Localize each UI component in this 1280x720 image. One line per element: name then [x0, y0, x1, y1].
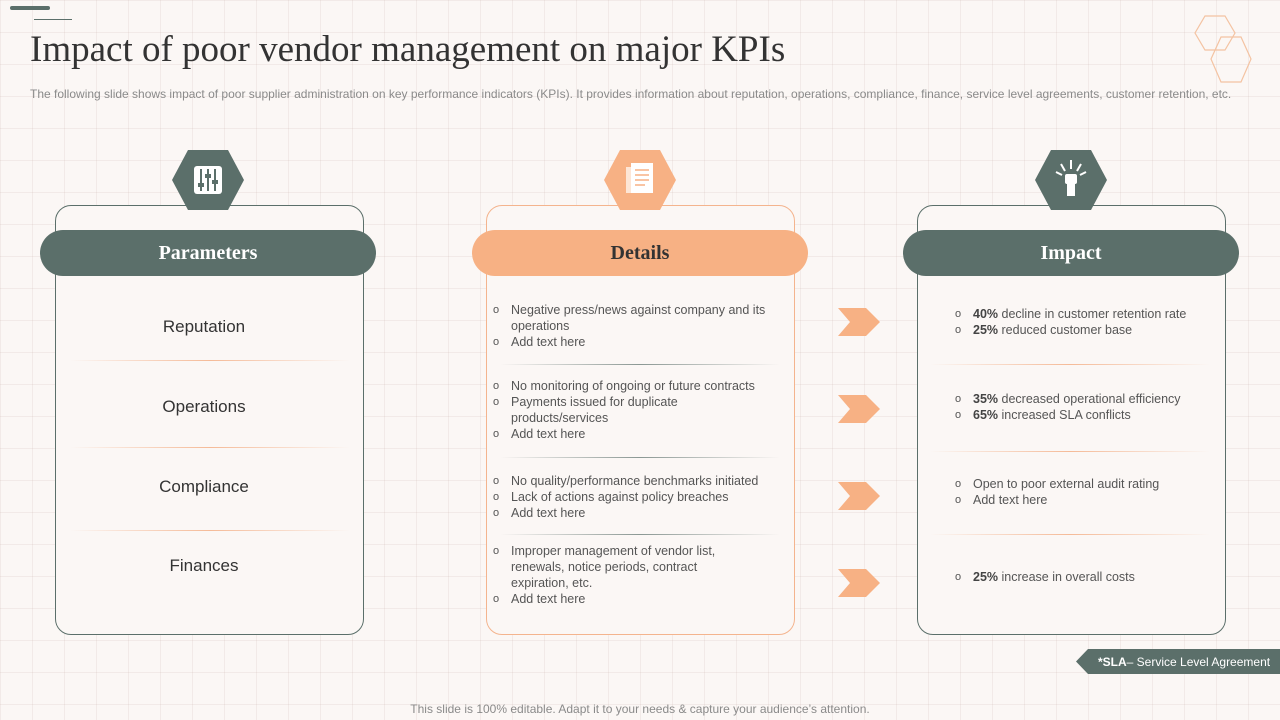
decorative-top-line [34, 19, 72, 20]
list-item: 35% decreased operational efficiency [955, 391, 1215, 407]
details-list-compliance: No quality/performance benchmarks initia… [493, 473, 778, 521]
impact-divider [930, 364, 1210, 365]
details-list-operations: No monitoring of ongoing or future contr… [493, 378, 778, 442]
details-divider [500, 457, 780, 458]
details-divider [500, 534, 780, 535]
sliders-icon [172, 150, 244, 210]
arrow-right-icon [838, 569, 880, 597]
list-item: Add text here [493, 591, 733, 607]
parameters-header: Parameters [40, 230, 376, 276]
decorative-top-bar [10, 6, 50, 10]
documents-icon [604, 150, 676, 210]
list-item: 40% decline in customer retention rate [955, 306, 1215, 322]
sla-footnote: *SLA – Service Level Agreement [1076, 649, 1280, 674]
parameter-operations: Operations [162, 397, 246, 416]
list-item: Add text here [493, 334, 778, 350]
parameter-reputation: Reputation [162, 317, 246, 336]
list-item: 25% increase in overall costs [955, 569, 1215, 585]
arrow-right-icon [838, 482, 880, 510]
parameter-finances: Finances [169, 556, 239, 575]
details-divider [500, 364, 780, 365]
details-list-reputation: Negative press/news against company and … [493, 302, 778, 350]
parameter-divider [70, 360, 350, 361]
parameter-compliance: Compliance [159, 477, 249, 496]
list-item: Payments issued for duplicate products/s… [493, 394, 711, 426]
impact-list-reputation: 40% decline in customer retention rate 2… [955, 306, 1215, 338]
raised-fist-icon [1035, 150, 1107, 210]
impact-header: Impact [903, 230, 1239, 276]
impact-list-operations: 35% decreased operational efficiency 65%… [955, 391, 1215, 423]
parameter-divider [70, 447, 350, 448]
impact-divider [930, 451, 1210, 452]
impact-divider [930, 534, 1210, 535]
parameter-divider [70, 530, 350, 531]
list-item: 65% increased SLA conflicts [955, 407, 1215, 423]
list-item: No quality/performance benchmarks initia… [493, 473, 778, 489]
list-item: Add text here [955, 492, 1215, 508]
list-item: 25% reduced customer base [955, 322, 1215, 338]
arrow-right-icon [838, 395, 880, 423]
impact-list-finances: 25% increase in overall costs [955, 569, 1215, 585]
details-list-finances: Improper management of vendor list, rene… [493, 543, 733, 607]
details-header: Details [472, 230, 808, 276]
impact-list-compliance: Open to poor external audit rating Add t… [955, 476, 1215, 508]
footer-note: This slide is 100% editable. Adapt it to… [410, 702, 870, 716]
parameters-panel [55, 205, 364, 635]
page-title: Impact of poor vendor management on majo… [30, 29, 786, 70]
page-subtitle: The following slide shows impact of poor… [30, 87, 1232, 101]
list-item: Add text here [493, 426, 778, 442]
list-item: Improper management of vendor list, rene… [493, 543, 733, 591]
list-item: Lack of actions against policy breaches [493, 489, 778, 505]
list-item: No monitoring of ongoing or future contr… [493, 378, 778, 394]
arrow-right-icon [838, 308, 880, 336]
list-item: Add text here [493, 505, 778, 521]
list-item: Negative press/news against company and … [493, 302, 778, 334]
decorative-hexagons [1194, 15, 1252, 83]
list-item: Open to poor external audit rating [955, 476, 1215, 492]
